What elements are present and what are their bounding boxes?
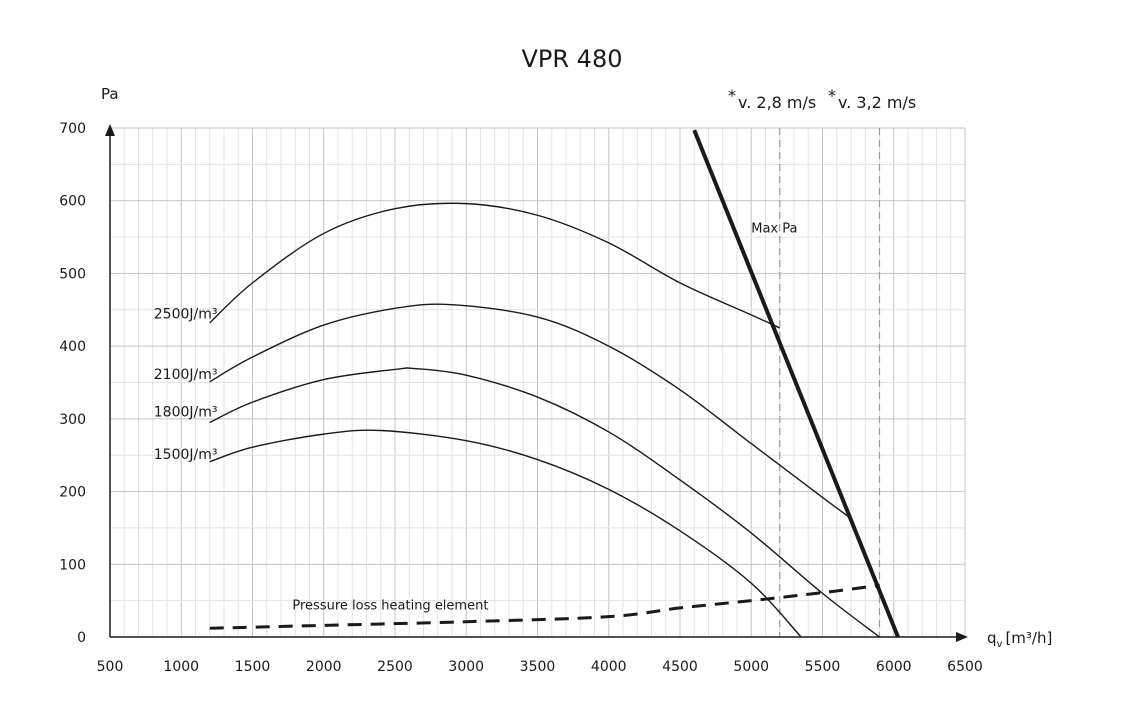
x-tick-label: 3000 [448, 659, 484, 675]
velocity-marker: * [728, 86, 736, 105]
curve-labels: 2500J/m³ 2100J/m³ 1800J/m³ 1500J/m³ Max Pa Pr… [154, 222, 798, 614]
x-tick-label: 4000 [591, 659, 627, 675]
x-tick-label: 4500 [662, 659, 698, 675]
y-axis-title: Pa [101, 85, 119, 103]
x-tick-label: 6500 [947, 659, 983, 675]
x-tick-label: 1500 [235, 659, 271, 675]
series-curve [209, 429, 802, 638]
curve-label: 2500J/m³ [154, 306, 218, 322]
x-axis-title: qv [m³/h] [987, 629, 1052, 650]
velocity-lines: * v. 2,8 m/s * v. 3,2 m/s [728, 86, 916, 637]
series-pressure-loss [209, 583, 880, 630]
axes [105, 124, 968, 642]
x-tick-label: 500 [97, 659, 124, 675]
annotation-label: Max Pa [751, 222, 797, 237]
y-tick-label: 500 [59, 266, 86, 282]
chart-title: VPR 480 [521, 45, 622, 73]
curve-label: 2100J/m³ [154, 367, 218, 383]
y-tick-label: 300 [59, 412, 86, 428]
y-tick-label: 400 [59, 339, 86, 355]
x-tick-label: 2500 [377, 659, 413, 675]
x-tick-label: 5000 [733, 659, 769, 675]
y-tick-label: 200 [59, 485, 86, 501]
x-tick-label: 3500 [520, 659, 556, 675]
grid [109, 127, 966, 638]
x-tick-label: 1000 [163, 659, 199, 675]
series-max-pa [692, 129, 900, 638]
x-tick-labels: 500 1000 1500 2000 2500 3000 3500 4000 4500 5000 5… [97, 659, 983, 675]
x-axis-title-sub: v [997, 639, 1003, 650]
y-tick-label: 100 [59, 557, 86, 573]
series-curve [209, 202, 781, 329]
x-axis-title-unit: [m³/h] [1005, 629, 1052, 647]
velocity-label: v. 3,2 m/s [838, 93, 916, 112]
annotation-label: Pressure loss heating element [292, 598, 488, 613]
y-tick-label: 600 [59, 194, 86, 210]
x-tick-label: 5500 [805, 659, 841, 675]
series-group [209, 129, 900, 638]
series-curve [209, 367, 880, 638]
velocity-label: v. 2,8 m/s [738, 93, 816, 112]
y-tick-label: 700 [59, 121, 86, 137]
curve-label: 1500J/m³ [154, 447, 218, 463]
y-tick-label: 0 [77, 630, 86, 646]
y-tick-labels: 0 100 200 300 400 500 600 700 [59, 121, 86, 646]
velocity-marker: * [828, 86, 836, 105]
x-axis-title-main: q [987, 629, 997, 647]
y-axis-arrow [105, 124, 115, 136]
curve-label: 1800J/m³ [154, 405, 218, 421]
x-tick-label: 6000 [876, 659, 912, 675]
x-tick-label: 2000 [306, 659, 342, 675]
x-axis-arrow [956, 632, 968, 642]
series-curve [209, 303, 852, 520]
